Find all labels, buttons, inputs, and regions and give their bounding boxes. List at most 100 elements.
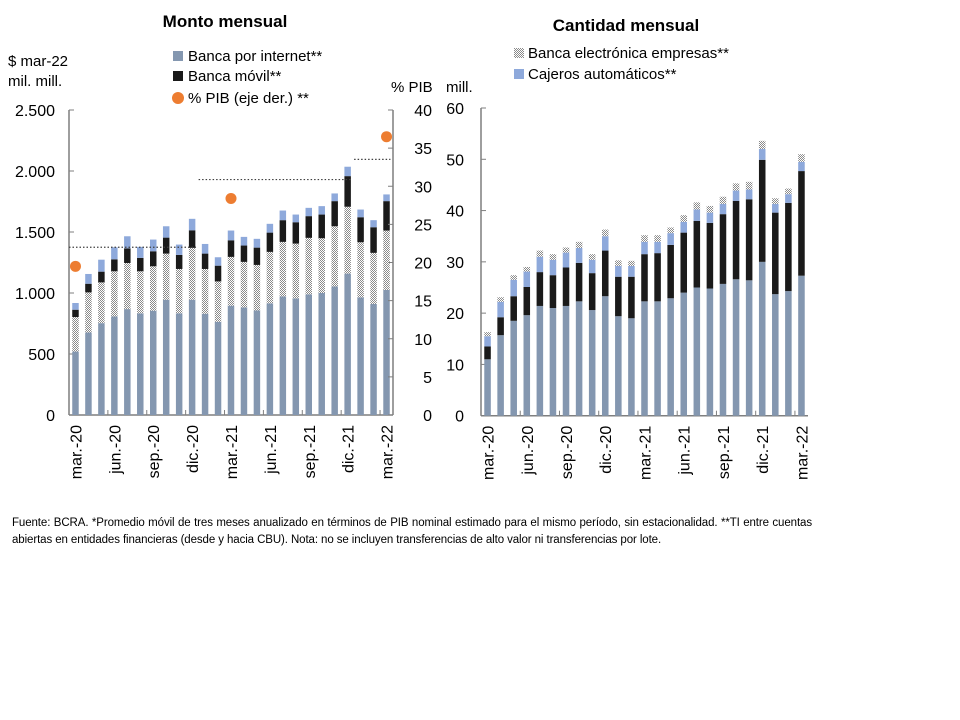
right-bar-segment: [523, 286, 531, 316]
left-bar-segment: [214, 281, 222, 322]
right-bar-segment: [588, 273, 596, 311]
right-bar-segment: [549, 308, 557, 416]
left-bar-segment: [137, 313, 144, 415]
left-bar-segment: [85, 273, 92, 284]
left-bar-segment: [383, 230, 390, 290]
right-bar-segment: [719, 203, 727, 215]
right-bar-segment: [628, 260, 635, 266]
right-bar-segment: [549, 275, 557, 309]
left-x-tick-label: mar.-21: [224, 425, 241, 479]
left-bar-segment: [266, 232, 274, 252]
left-bar-segment: [344, 206, 351, 274]
right-bar-segment: [615, 316, 622, 416]
right-bar-segment: [798, 275, 805, 416]
right-bar-segment: [732, 183, 740, 191]
right-bar-segment: [484, 336, 491, 347]
right-bar-segment: [601, 236, 609, 251]
left-y-axis-unit-line2: mil. mill.: [8, 73, 62, 90]
left-bar-segment: [111, 271, 118, 317]
left-bar-segment: [253, 310, 261, 415]
left-bar-segment: [201, 313, 209, 415]
right-bar-segment: [601, 250, 609, 297]
left-bar-segment: [162, 237, 170, 254]
left-y2-tick-label: 35: [414, 141, 432, 158]
right-bar-segment: [588, 310, 596, 416]
left-bar-segment: [111, 259, 118, 272]
left-x-tick-label: mar.-20: [68, 425, 85, 479]
left-bar-segment: [175, 254, 183, 269]
left-bar-segment: [98, 259, 105, 272]
right-bar-segment: [667, 298, 674, 416]
right-bar-segment: [758, 261, 766, 416]
left-legend: Banca por internet** Banca móvil** % PIB…: [172, 48, 322, 107]
right-y-axis-unit: mill.: [446, 79, 473, 96]
left-bar-segment: [72, 351, 79, 415]
right-bar-segment: [641, 235, 648, 242]
left-y2-tick-label: 15: [414, 294, 432, 311]
right-bar-segment: [510, 275, 517, 280]
legend-swatch-movil: [173, 71, 183, 81]
left-bar-segment: [305, 216, 312, 238]
left-y2-tick-label: 30: [414, 179, 432, 196]
right-bar-segment: [693, 220, 701, 288]
left-bar-segment: [292, 222, 300, 244]
left-y2-tick-label: 25: [414, 217, 432, 234]
right-bar-segment: [510, 296, 517, 321]
right-bar-segment: [615, 276, 622, 317]
left-bar-segment: [85, 292, 92, 333]
left-bar-segment: [214, 321, 222, 415]
right-bar-segment: [497, 335, 504, 416]
right-bar-segment: [680, 215, 688, 222]
left-bar-segment: [85, 283, 92, 293]
legend-label-internet: Banca por internet**: [188, 48, 322, 65]
right-x-tick-label: mar.-21: [638, 426, 655, 480]
left-x-tick-label: dic.-21: [341, 425, 358, 473]
left-bar-segment: [72, 303, 79, 310]
right-bar-segment: [484, 359, 491, 416]
left-bar-segment: [150, 266, 157, 311]
left-bar-segment: [188, 247, 196, 300]
left-bar-segment: [98, 271, 105, 283]
right-bar-segment: [667, 244, 674, 299]
right-bar-segment: [785, 202, 792, 292]
left-bar-segment: [98, 282, 105, 324]
left-bar-segment: [214, 265, 222, 282]
left-bar-segment: [331, 201, 338, 227]
right-bar-segment: [484, 332, 491, 337]
legend-label-empresas: Banca electrónica empresas**: [528, 45, 729, 62]
right-bar-segment: [772, 294, 779, 416]
left-bar-segment: [240, 307, 248, 415]
left-bar-segment: [162, 226, 170, 238]
right-bar-segment: [641, 241, 648, 255]
right-bar-segment: [641, 301, 648, 416]
right-bar-segment: [641, 254, 648, 302]
left-x-tick-label: sep.-20: [146, 425, 163, 478]
left-bar-segment: [188, 299, 196, 415]
legend-label-movil: Banca móvil**: [188, 68, 282, 85]
right-bar-segment: [536, 256, 544, 273]
left-bar-segment: [124, 262, 131, 310]
right-bar-segment: [588, 259, 596, 274]
right-bar-segment: [680, 292, 688, 416]
right-bar-segment: [654, 241, 661, 254]
left-bar-segment: [162, 253, 170, 300]
left-bar-segment: [188, 218, 196, 231]
left-bar-segment: [111, 247, 118, 260]
left-bar-segment: [201, 253, 209, 269]
right-bar-segment: [745, 189, 753, 200]
right-bar-segment: [745, 199, 753, 281]
left-y-tick-label: 2.000: [15, 164, 55, 181]
right-bar-segment: [549, 259, 557, 276]
left-bar-segment: [188, 230, 196, 248]
right-bar-segment: [549, 254, 557, 260]
right-legend: Banca electrónica empresas** Cajeros aut…: [514, 45, 729, 83]
right-bar-segment: [693, 209, 701, 221]
left-bar-segment: [279, 220, 287, 242]
left-x-tick-label: jun.-20: [107, 425, 124, 475]
left-y2-tick-label: 0: [423, 408, 432, 425]
right-x-tick-label: dic.-21: [755, 426, 772, 474]
legend-swatch-pib: [172, 92, 184, 104]
right-bar-segment: [693, 202, 701, 210]
left-bar-segment: [124, 309, 131, 415]
right-x-tick-label: jun.-20: [520, 426, 537, 476]
